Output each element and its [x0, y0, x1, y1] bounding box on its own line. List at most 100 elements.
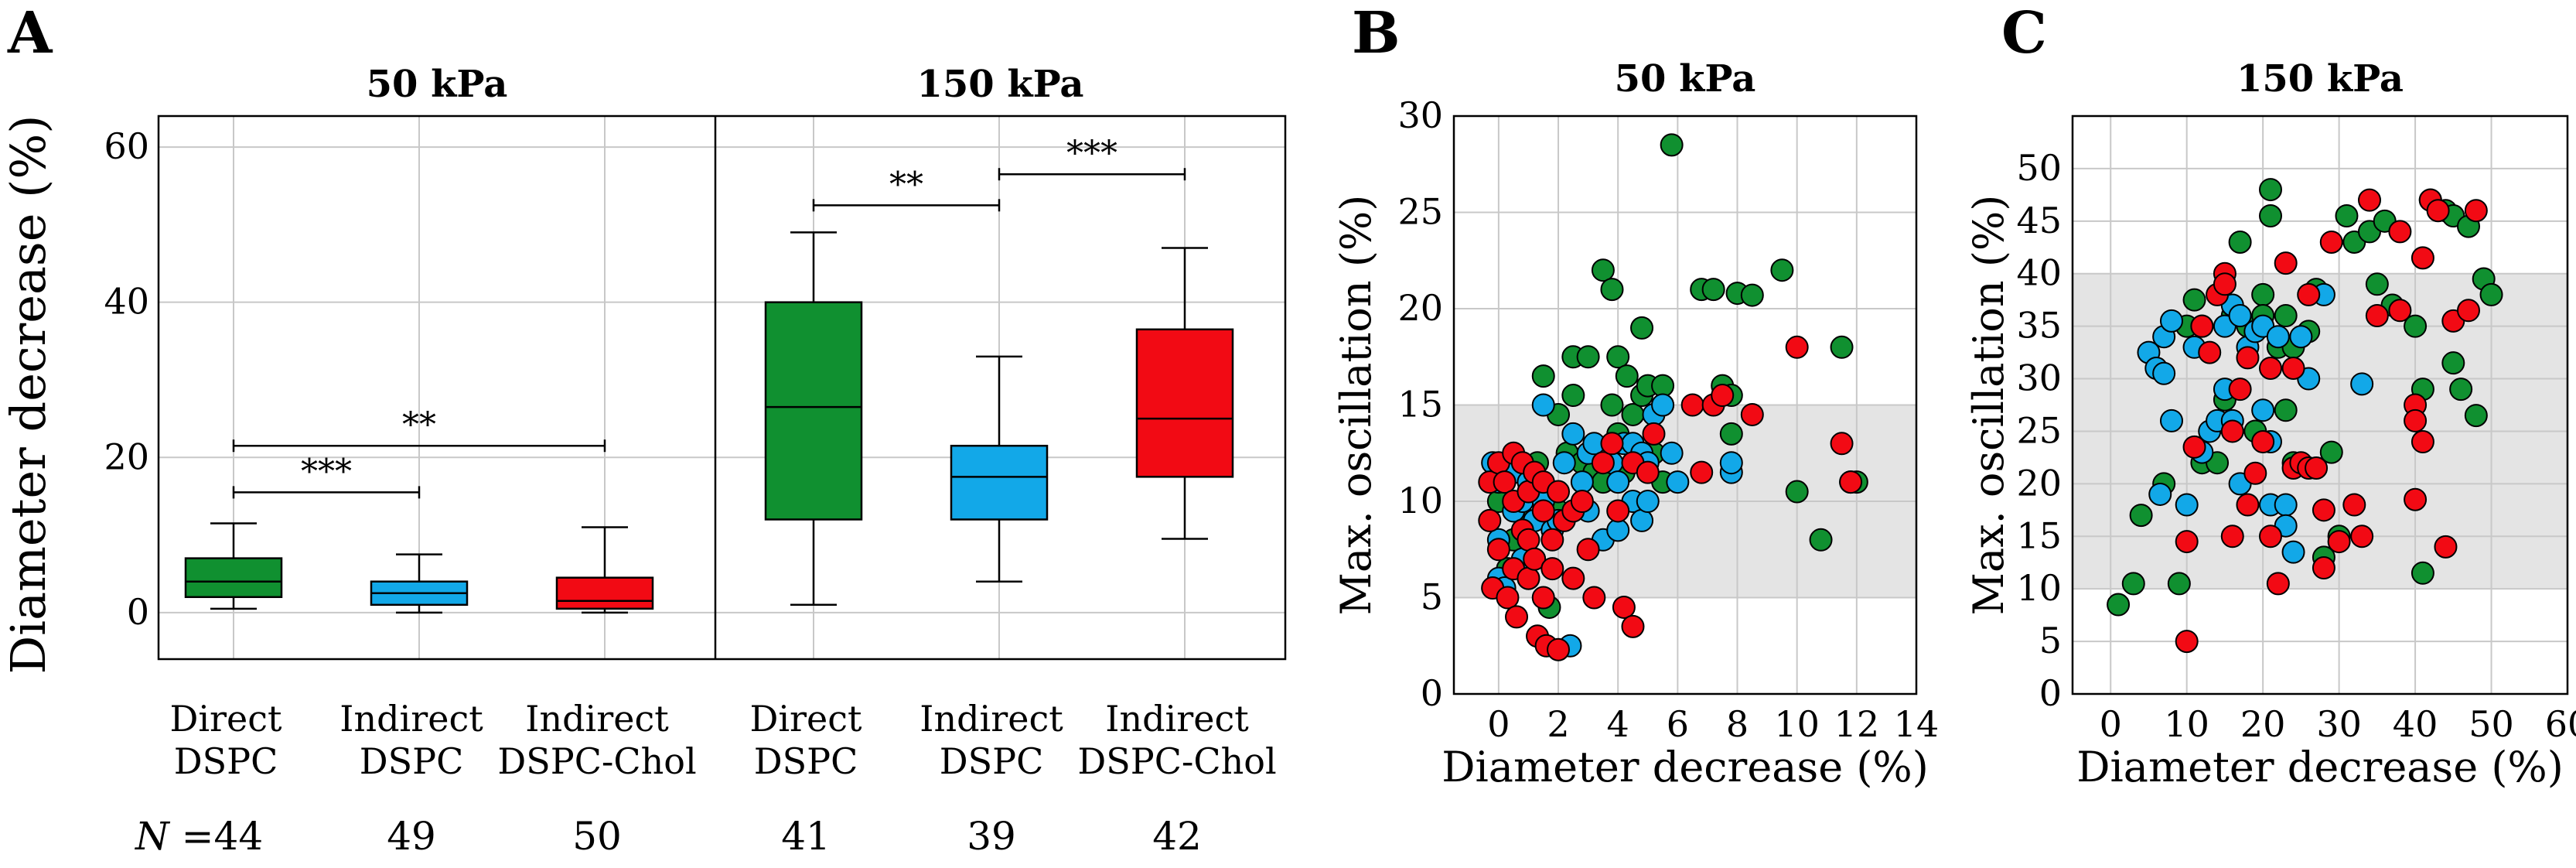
panel-c-y-ticks: 0 5 10 15 20 25 30 35 40 45 50	[2016, 147, 2062, 714]
scatter-point	[2259, 525, 2282, 548]
n-label-3: 41	[781, 814, 831, 859]
scatter-point	[1740, 283, 1764, 307]
box-iqr	[555, 576, 654, 610]
y-tick-label: 20	[2016, 462, 2062, 504]
series-indirect-dspc-chol	[1478, 335, 1863, 661]
panel-b-x-axis-label: Diameter decrease (%)	[1442, 743, 1929, 791]
scatter-point	[2190, 314, 2214, 338]
scatter-point	[2220, 419, 2244, 443]
scatter-point	[2182, 288, 2206, 312]
y-tick-label: 15	[2016, 514, 2062, 556]
scatter-point	[2152, 361, 2176, 385]
box-iqr	[764, 301, 863, 521]
scatter-point	[1680, 393, 1704, 417]
n-label-1: 49	[387, 814, 436, 859]
y-tick-label: 0	[2039, 672, 2062, 714]
scatter-point	[1486, 538, 1510, 562]
scatter-point	[2213, 272, 2237, 296]
scatter-point	[2441, 351, 2465, 375]
scatter-point	[2411, 430, 2434, 454]
scatter-point	[1493, 470, 1517, 494]
scatter-point	[2312, 556, 2335, 580]
panel-c-y-axis-label: Max. oscillation (%)	[1964, 195, 2013, 616]
x-tick-label: 0	[1487, 703, 1510, 745]
y-tick-label: 10	[2016, 567, 2062, 609]
scatter-point	[2148, 482, 2172, 506]
panel-c-plot-frame	[2071, 114, 2569, 695]
scatter-point	[2297, 282, 2321, 306]
panel-c-x-axis-label: Diameter decrease (%)	[2076, 743, 2564, 791]
significance-label: ***	[1066, 134, 1117, 173]
y-tick-label: 60	[104, 125, 149, 167]
scatter-point	[1606, 345, 1630, 369]
scatter-point	[2479, 282, 2503, 306]
scatter-point	[1561, 566, 1585, 590]
y-tick-label: 35	[2016, 305, 2062, 347]
panel-a-y-ticks: 0 20 40 60	[104, 125, 149, 633]
scatter-point	[2404, 487, 2428, 511]
panel-b-points	[1478, 133, 1868, 661]
scatter-point	[2434, 535, 2458, 559]
scatter-point	[1830, 432, 1854, 456]
scatter-point	[2411, 246, 2434, 270]
scatter-point	[2464, 404, 2488, 428]
panel-b-title: 50 kPa	[1615, 57, 1756, 101]
y-tick-label: 10	[1397, 480, 1443, 521]
scatter-point	[1591, 258, 1615, 282]
scatter-point	[1719, 422, 1743, 446]
scatter-point	[1630, 316, 1654, 340]
panel-a-significance: **********	[232, 134, 1186, 499]
panel-b-y-axis-label: Max. oscillation (%)	[1332, 195, 1380, 616]
scatter-point	[1666, 470, 1690, 494]
panel-b-y-ticks: 0 5 10 15 20 25 30	[1397, 94, 1443, 714]
scatter-point	[2274, 398, 2298, 422]
y-tick-label: 0	[1421, 672, 1443, 714]
scatter-point	[1785, 480, 1809, 504]
category-label-line1: Direct	[169, 698, 282, 740]
y-tick-label: 45	[2016, 200, 2062, 241]
panel-a-box-plot: A 50 kPa 150 kPa Diameter decrease (%) 0…	[0, 0, 1287, 859]
category-label-line2: DSPC	[940, 740, 1044, 782]
x-tick-label: 0	[2100, 703, 2122, 745]
scatter-point	[1523, 547, 1547, 571]
scatter-point	[2404, 314, 2428, 338]
scatter-point	[1636, 460, 1660, 484]
panel-a-title-50kpa: 50 kPa	[367, 63, 508, 106]
scatter-point	[2160, 408, 2183, 432]
scatter-point	[2365, 304, 2389, 328]
scatter-point	[1531, 393, 1555, 417]
panel-a-category-labels: DirectDSPCIndirectDSPCIndirectDSPC-CholD…	[169, 698, 1276, 782]
y-tick-label: 20	[104, 436, 149, 477]
scatter-point	[1740, 402, 1764, 426]
significance-label: ***	[301, 452, 352, 491]
box-iqr	[950, 444, 1049, 521]
n-label-prefix: N	[135, 814, 171, 859]
scatter-point	[2305, 456, 2329, 480]
y-tick-label: 20	[1397, 287, 1443, 329]
x-tick-label: 14	[1894, 703, 1940, 745]
x-tick-label: 30	[2316, 703, 2362, 745]
category-label-line1: Direct	[749, 698, 862, 740]
scatter-point	[1612, 595, 1636, 619]
scatter-point	[2274, 493, 2298, 517]
panel-b-letter: B	[1352, 0, 1401, 67]
y-tick-label: 0	[127, 591, 149, 633]
scatter-point	[1621, 614, 1645, 638]
scatter-point	[2274, 251, 2298, 275]
scatter-point	[2167, 572, 2191, 596]
scatter-point	[2274, 304, 2298, 328]
scatter-point	[2251, 430, 2275, 454]
scatter-point	[1606, 518, 1630, 542]
scatter-point	[2312, 498, 2335, 522]
scatter-point	[1547, 637, 1571, 661]
box-iqr	[1135, 328, 1234, 478]
y-tick-label: 30	[2016, 357, 2062, 399]
panel-c-scatter: C 150 kPa Max. oscillation (%) Diameter …	[1964, 0, 2576, 791]
scatter-point	[1701, 278, 1725, 302]
scatter-point	[1576, 538, 1600, 562]
scatter-point	[2228, 304, 2252, 328]
scatter-point	[1642, 422, 1666, 446]
scatter-point	[2129, 504, 2153, 528]
x-tick-label: 12	[1834, 703, 1880, 745]
